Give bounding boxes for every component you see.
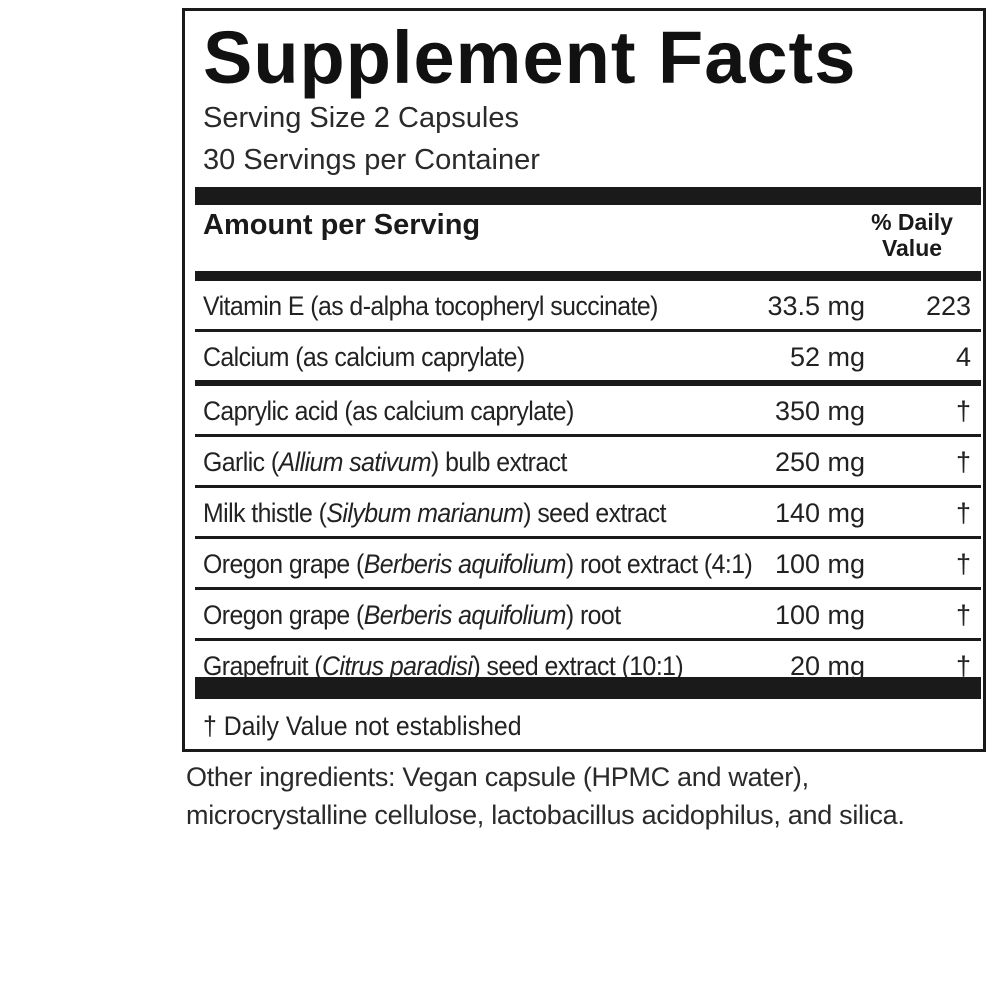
daily-value-footnote: † Daily Value not established	[203, 711, 522, 741]
nutrient-row: Calcium (as calcium caprylate) 52 mg 4	[195, 332, 981, 386]
nutrient-name: Calcium (as calcium caprylate)	[203, 342, 525, 372]
nutrient-name: Milk thistle (Silybum marianum) seed ext…	[203, 498, 667, 528]
nutrient-name: Vitamin E (as d-alpha tocopheryl succina…	[203, 291, 658, 321]
other-ingredients: Other ingredients: Vegan capsule (HPMC a…	[186, 758, 986, 834]
nutrient-amount: 20 mg	[789, 651, 865, 681]
nutrient-name: Grapefruit (Citrus paradisi) seed extrac…	[203, 651, 684, 681]
servings-per-container: 30 Servings per Container	[203, 144, 540, 176]
nutrient-amount: 250 mg	[774, 447, 865, 477]
nutrient-row: Milk thistle (Silybum marianum) seed ext…	[195, 488, 981, 539]
nutrient-daily-value: †	[955, 600, 971, 630]
label-title: Supplement Facts	[203, 16, 857, 99]
thick-divider-top	[195, 187, 981, 205]
nutrient-daily-value: †	[955, 549, 971, 579]
nutrient-row: Caprylic acid (as calcium caprylate) 350…	[195, 386, 981, 437]
nutrient-name: Caprylic acid (as calcium caprylate)	[203, 396, 574, 426]
nutrient-name: Garlic (Allium sativum) bulb extract	[203, 447, 567, 477]
nutrient-daily-value: 4	[955, 342, 971, 372]
thick-divider-bottom	[195, 677, 981, 699]
nutrient-daily-value: 223	[925, 291, 971, 321]
daily-value-heading: % Daily Value	[857, 209, 967, 261]
nutrient-amount: 100 mg	[774, 549, 865, 579]
nutrient-row: Grapefruit (Citrus paradisi) seed extrac…	[195, 641, 981, 689]
nutrient-rows: Vitamin E (as d-alpha tocopheryl succina…	[195, 281, 981, 689]
nutrient-row: Oregon grape (Berberis aquifolium) root …	[195, 590, 981, 641]
other-ingredients-line2: microcrystalline cellulose, lactobacillu…	[186, 800, 905, 830]
nutrient-daily-value: †	[955, 498, 971, 528]
nutrient-daily-value: †	[955, 651, 971, 681]
nutrient-row: Oregon grape (Berberis aquifolium) root …	[195, 539, 981, 590]
nutrient-daily-value: †	[955, 447, 971, 477]
nutrient-name: Oregon grape (Berberis aquifolium) root …	[203, 549, 753, 579]
daily-value-heading-line1: % Daily	[871, 209, 953, 235]
nutrient-amount: 33.5 mg	[767, 291, 865, 321]
nutrient-row: Vitamin E (as d-alpha tocopheryl succina…	[195, 281, 981, 332]
other-ingredients-line1: Other ingredients: Vegan capsule (HPMC a…	[186, 762, 809, 792]
nutrient-daily-value: †	[955, 396, 971, 426]
nutrient-name: Oregon grape (Berberis aquifolium) root	[203, 600, 621, 630]
nutrient-amount: 350 mg	[774, 396, 865, 426]
nutrient-amount: 52 mg	[789, 342, 865, 372]
thick-divider-header	[195, 271, 981, 281]
nutrient-amount: 140 mg	[774, 498, 865, 528]
amount-per-serving-heading: Amount per Serving	[203, 209, 481, 241]
serving-size: Serving Size 2 Capsules	[203, 102, 519, 134]
nutrient-amount: 100 mg	[774, 600, 865, 630]
nutrient-row: Garlic (Allium sativum) bulb extract 250…	[195, 437, 981, 488]
supplement-facts-panel: Supplement Facts Serving Size 2 Capsules…	[182, 8, 986, 752]
daily-value-heading-line2: Value	[881, 235, 943, 261]
